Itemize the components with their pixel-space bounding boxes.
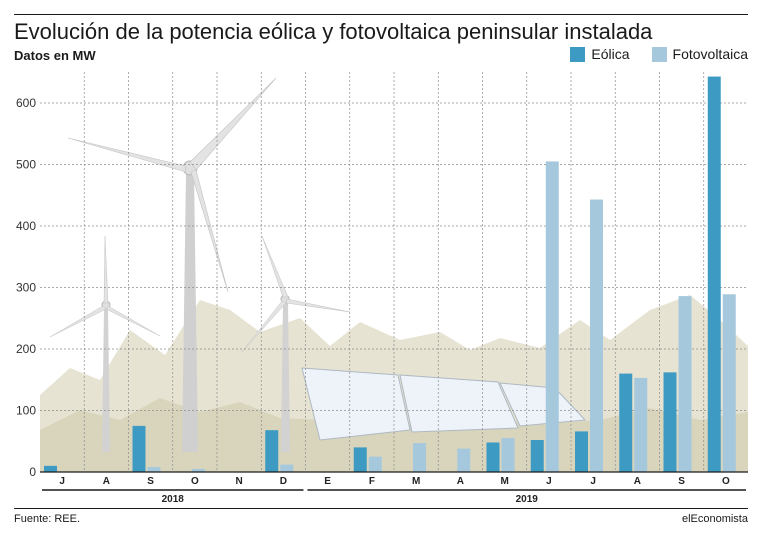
x-tick-label: O bbox=[191, 476, 199, 487]
x-tick-label: O bbox=[722, 476, 730, 487]
brand-label: elEconomista bbox=[681, 513, 748, 525]
grid-lines bbox=[40, 72, 748, 472]
bar-eolica bbox=[575, 431, 588, 472]
legend-item-eolica: Eólica bbox=[570, 46, 630, 62]
bar-fotovoltaica bbox=[545, 161, 559, 473]
bar-fotovoltaica bbox=[457, 448, 471, 472]
y-tick-label: 0 bbox=[29, 465, 36, 479]
y-tick-label: 300 bbox=[16, 281, 36, 295]
footer-rule bbox=[14, 508, 748, 509]
turbine-tower-large bbox=[182, 172, 198, 452]
turbine-blade-small-left-2 bbox=[49, 305, 107, 338]
bar-eolica bbox=[353, 447, 367, 472]
bar-fotovoltaica bbox=[722, 294, 736, 472]
bar-eolica bbox=[619, 373, 633, 472]
x-tick-label: J bbox=[59, 476, 65, 487]
turbine-blade-large-3 bbox=[190, 169, 229, 293]
x-tick-label: D bbox=[280, 476, 287, 487]
legend-swatch-eolica bbox=[570, 46, 586, 62]
bar-fotovoltaica bbox=[678, 296, 692, 472]
x-tick-label: F bbox=[369, 476, 375, 487]
bars bbox=[44, 76, 736, 473]
x-tick-label: A bbox=[457, 476, 464, 487]
year-label: 2019 bbox=[516, 494, 539, 505]
legend-label-eolica: Eólica bbox=[591, 46, 630, 62]
bar-eolica bbox=[486, 442, 500, 472]
x-tick-label: J bbox=[590, 476, 596, 487]
solar-panel-1 bbox=[301, 367, 411, 441]
y-tick-label: 200 bbox=[16, 342, 36, 356]
legend-label-fotovoltaica: Fotovoltaica bbox=[672, 46, 748, 62]
bar-fotovoltaica bbox=[368, 456, 382, 472]
bar-fotovoltaica bbox=[280, 464, 294, 472]
x-tick-label: S bbox=[147, 476, 154, 487]
year-label: 2018 bbox=[162, 494, 185, 505]
bar-eolica bbox=[707, 76, 721, 473]
bar-eolica bbox=[663, 372, 677, 472]
turbine-blade-large-1 bbox=[189, 77, 277, 171]
turbine-tower-small-left bbox=[102, 308, 110, 452]
x-tick-label: A bbox=[103, 476, 110, 487]
x-axis: J A S O N D E F M A M J J A S O 2018 2019 bbox=[40, 471, 748, 505]
bar-fotovoltaica bbox=[191, 468, 205, 472]
legend-swatch-fotovoltaica bbox=[651, 46, 667, 62]
y-axis: 0 100 200 300 400 500 600 bbox=[16, 96, 36, 479]
bar-eolica bbox=[132, 425, 146, 472]
source-note: Fuente: REE. bbox=[14, 513, 81, 525]
chart-subtitle: Datos en MW bbox=[14, 48, 96, 63]
legend-item-fotovoltaica: Fotovoltaica bbox=[651, 46, 748, 62]
turbine-blade-small-left-1 bbox=[103, 235, 109, 304]
bar-eolica bbox=[530, 440, 544, 472]
x-tick-label: N bbox=[236, 476, 243, 487]
x-tick-label: M bbox=[412, 476, 420, 487]
x-tick-label: J bbox=[546, 476, 552, 487]
bar-eolica bbox=[265, 430, 279, 472]
turbine-blade-small-right-2 bbox=[241, 300, 287, 353]
turbine-blade-small-right-1 bbox=[261, 235, 289, 298]
solar-panel-3 bbox=[499, 382, 587, 427]
x-tick-label: A bbox=[634, 476, 641, 487]
turbine-blade-large-2 bbox=[67, 137, 187, 173]
y-tick-label: 500 bbox=[16, 158, 36, 172]
y-tick-label: 400 bbox=[16, 219, 36, 233]
x-tick-label: S bbox=[678, 476, 685, 487]
x-tick-label: M bbox=[500, 476, 508, 487]
bar-fotovoltaica bbox=[413, 443, 426, 472]
chart-title: Evolución de la potencia eólica y fotovo… bbox=[14, 19, 653, 44]
turbine-blade-small-right-3 bbox=[285, 298, 351, 313]
bar-fotovoltaica bbox=[501, 438, 515, 472]
top-rule bbox=[14, 14, 748, 15]
bar-fotovoltaica bbox=[590, 199, 603, 472]
bar-fotovoltaica bbox=[147, 467, 161, 472]
turbine-tower-small-right bbox=[281, 302, 290, 452]
turbine-blade-small-left-3 bbox=[105, 305, 161, 337]
solar-panel-2 bbox=[399, 374, 519, 433]
legend: Eólica Fotovoltaica bbox=[548, 46, 748, 62]
bar-fotovoltaica bbox=[634, 377, 648, 472]
bar-eolica bbox=[44, 465, 57, 472]
x-tick-label: E bbox=[324, 476, 331, 487]
y-tick-label: 100 bbox=[16, 404, 36, 418]
y-tick-label: 600 bbox=[16, 96, 36, 110]
